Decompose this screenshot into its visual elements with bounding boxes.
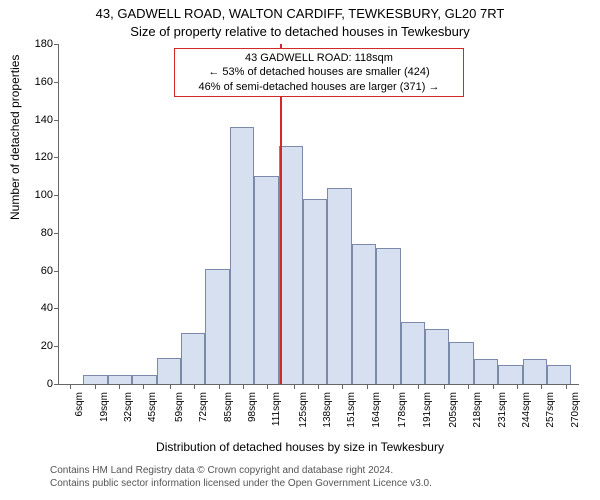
- xtick-mark: [342, 384, 343, 389]
- ytick-label: 40: [19, 302, 53, 314]
- annotation-box: 43 GADWELL ROAD: 118sqm ← 53% of detached…: [174, 48, 464, 97]
- xtick-mark: [95, 384, 96, 389]
- attribution-footer: Contains HM Land Registry data © Crown c…: [50, 464, 590, 490]
- xtick-mark: [418, 384, 419, 389]
- ytick-mark: [54, 346, 59, 347]
- plot-area: 0204060801001201401601806sqm19sqm32sqm45…: [58, 44, 579, 385]
- xtick-label: 191sqm: [422, 392, 433, 428]
- histogram-bar: [303, 199, 327, 384]
- xtick-mark: [517, 384, 518, 389]
- xtick-mark: [194, 384, 195, 389]
- ytick-mark: [54, 271, 59, 272]
- title-line-2: Size of property relative to detached ho…: [0, 24, 600, 39]
- histogram-bar: [449, 342, 473, 384]
- histogram-bar: [132, 375, 156, 384]
- xtick-mark: [318, 384, 319, 389]
- histogram-bar: [547, 365, 571, 384]
- annotation-line-2: ← 53% of detached houses are smaller (42…: [208, 66, 429, 78]
- xtick-mark: [468, 384, 469, 389]
- xtick-label: 98sqm: [247, 392, 258, 422]
- ytick-mark: [54, 233, 59, 234]
- xtick-label: 32sqm: [123, 392, 134, 422]
- xtick-label: 138sqm: [322, 392, 333, 428]
- xtick-mark: [267, 384, 268, 389]
- histogram-bar: [425, 329, 449, 384]
- xtick-label: 45sqm: [147, 392, 158, 422]
- title-line-1: 43, GADWELL ROAD, WALTON CARDIFF, TEWKES…: [0, 6, 600, 21]
- histogram-bar: [327, 188, 351, 384]
- histogram-bar: [474, 359, 498, 384]
- xtick-label: 19sqm: [99, 392, 110, 422]
- xtick-mark: [493, 384, 494, 389]
- ytick-mark: [54, 308, 59, 309]
- histogram-bar: [498, 365, 522, 384]
- xtick-mark: [170, 384, 171, 389]
- xtick-label: 151sqm: [346, 392, 357, 428]
- histogram-bar: [376, 248, 400, 384]
- xtick-label: 72sqm: [198, 392, 209, 422]
- xtick-mark: [541, 384, 542, 389]
- xtick-label: 218sqm: [472, 392, 483, 428]
- footer-line-2: Contains public sector information licen…: [50, 478, 432, 489]
- xtick-mark: [70, 384, 71, 389]
- ytick-label: 20: [19, 340, 53, 352]
- ytick-mark: [54, 44, 59, 45]
- xtick-label: 205sqm: [448, 392, 459, 428]
- xtick-mark: [119, 384, 120, 389]
- ytick-mark: [54, 82, 59, 83]
- xtick-label: 231sqm: [497, 392, 508, 428]
- annotation-line-3: 46% of semi-detached houses are larger (…: [199, 81, 440, 93]
- ytick-label: 180: [19, 38, 53, 50]
- ytick-mark: [54, 384, 59, 385]
- ytick-label: 60: [19, 265, 53, 277]
- xtick-mark: [219, 384, 220, 389]
- ytick-mark: [54, 157, 59, 158]
- annotation-line-1: 43 GADWELL ROAD: 118sqm: [245, 52, 393, 64]
- xtick-mark: [367, 384, 368, 389]
- histogram-bar: [181, 333, 205, 384]
- xtick-label: 85sqm: [223, 392, 234, 422]
- histogram-bar: [157, 358, 181, 384]
- histogram-bar: [401, 322, 425, 384]
- xtick-label: 111sqm: [271, 392, 282, 426]
- xtick-label: 257sqm: [545, 392, 556, 428]
- ytick-label: 120: [19, 151, 53, 163]
- xtick-mark: [393, 384, 394, 389]
- xtick-label: 270sqm: [570, 392, 581, 428]
- ytick-label: 0: [19, 378, 53, 390]
- xtick-mark: [294, 384, 295, 389]
- histogram-bar: [523, 359, 547, 384]
- histogram-bar: [254, 176, 278, 384]
- ytick-label: 160: [19, 76, 53, 88]
- xtick-label: 59sqm: [174, 392, 185, 422]
- xtick-mark: [143, 384, 144, 389]
- xtick-label: 125sqm: [298, 392, 309, 428]
- ytick-mark: [54, 120, 59, 121]
- histogram-bar: [108, 375, 132, 384]
- xtick-mark: [243, 384, 244, 389]
- xtick-mark: [566, 384, 567, 389]
- xtick-label: 164sqm: [371, 392, 382, 428]
- xtick-label: 178sqm: [397, 392, 408, 428]
- xtick-label: 244sqm: [521, 392, 532, 428]
- ytick-label: 100: [19, 189, 53, 201]
- histogram-bar: [83, 375, 107, 384]
- chart-container: 43, GADWELL ROAD, WALTON CARDIFF, TEWKES…: [0, 0, 600, 500]
- histogram-bar: [230, 127, 254, 384]
- histogram-bar: [352, 244, 376, 384]
- footer-line-1: Contains HM Land Registry data © Crown c…: [50, 465, 393, 476]
- xtick-mark: [444, 384, 445, 389]
- ytick-mark: [54, 195, 59, 196]
- xtick-label: 6sqm: [74, 392, 85, 416]
- histogram-bar: [205, 269, 229, 384]
- histogram-bar: [279, 146, 303, 384]
- ytick-label: 80: [19, 227, 53, 239]
- x-axis-label: Distribution of detached houses by size …: [0, 440, 600, 454]
- ytick-label: 140: [19, 114, 53, 126]
